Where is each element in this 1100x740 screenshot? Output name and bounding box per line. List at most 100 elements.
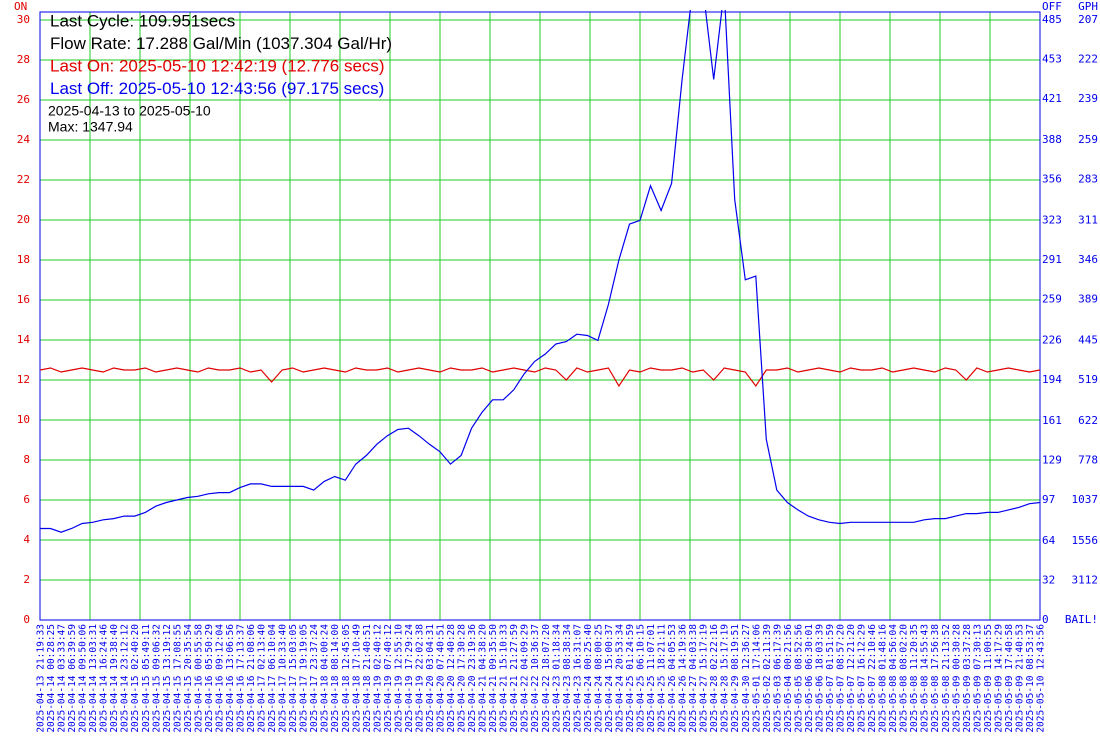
x-tick-label: 2025-04-24 08:00:25 xyxy=(593,624,604,733)
plot-lines xyxy=(40,10,1040,533)
x-tick-label: 2025-04-17 10:33:40 xyxy=(278,624,289,733)
x-tick-label: 2025-04-19 17:29:24 xyxy=(404,624,415,733)
y3-tick-label: 622 xyxy=(1078,414,1098,427)
x-tick-label: 2025-04-17 06:10:04 xyxy=(267,624,278,733)
y2-tick-label: 0 xyxy=(1042,613,1049,626)
x-tick-label: 2025-05-09 11:00:55 xyxy=(983,624,994,733)
x-tick-label: 2025-04-15 09:06:32 xyxy=(151,624,162,733)
x-tick-label: 2025-04-21 09:35:50 xyxy=(488,624,499,733)
x-tick-label: 2025-04-14 09:50:06 xyxy=(78,624,89,733)
x-tick-label: 2025-05-05 08:52:56 xyxy=(793,624,804,733)
annotation: Flow Rate: 17.288 Gal/Min (1037.304 Gal/… xyxy=(50,34,392,53)
y3-tick-label: 1037 xyxy=(1072,493,1099,506)
x-tick-label: 2025-05-09 03:37:28 xyxy=(962,624,973,733)
x-tick-label: 2025-04-17 02:13:40 xyxy=(257,624,268,733)
y-tick-label: 16 xyxy=(17,293,30,306)
x-tick-label: 2025-05-10 12:43:56 xyxy=(1036,624,1047,733)
y2-tick-label: 291 xyxy=(1042,253,1062,266)
y-tick-label: 14 xyxy=(17,333,31,346)
y2-tick-label: 32 xyxy=(1042,573,1055,586)
y3-tick-label: 311 xyxy=(1078,213,1098,226)
x-tick-label: 2025-04-27 04:03:38 xyxy=(688,624,699,733)
plot-frame xyxy=(39,11,1041,621)
x-tick-label: 2025-05-07 01:51:59 xyxy=(825,624,836,733)
x-tick-label: 2025-04-18 04:00:24 xyxy=(320,624,331,733)
x-tick-label: 2025-05-09 00:30:28 xyxy=(951,624,962,733)
x-tick-label: 2025-04-19 12:55:10 xyxy=(393,624,404,733)
x-tick-label: 2025-04-16 05:50:29 xyxy=(204,624,215,733)
x-tick-label: 2025-04-26 14:19:36 xyxy=(678,624,689,733)
x-tick-label: 2025-04-23 16:31:07 xyxy=(572,624,583,733)
x-tick-label: 2025-04-14 23:12:12 xyxy=(120,624,131,733)
y-tick-label: 20 xyxy=(17,213,30,226)
y2-tick-label: 323 xyxy=(1042,213,1062,226)
annotation: Last On: 2025-05-10 12:42:19 (12.776 sec… xyxy=(50,56,385,75)
y2-tick-label: 356 xyxy=(1042,173,1062,186)
y-axis-label: ON xyxy=(14,0,27,13)
x-tick-label: 2025-04-24 15:00:37 xyxy=(604,624,615,733)
y3-tick-label: 445 xyxy=(1078,333,1098,346)
x-tick-label: 2025-05-06 06:30:01 xyxy=(804,624,815,733)
x-tick-label: 2025-04-24 00:25:40 xyxy=(583,624,594,733)
x-tick-label: 2025-04-18 21:40:51 xyxy=(362,624,373,733)
y-tick-label: 4 xyxy=(23,533,30,546)
x-tick-label: 2025-04-20 17:30:28 xyxy=(457,624,468,733)
annotation: Last Cycle: 109.951secs xyxy=(50,11,235,30)
x-tick-label: 2025-05-08 11:20:35 xyxy=(909,624,920,733)
x-tick-label: 2025-04-21 04:38:20 xyxy=(478,624,489,733)
max-value: Max: 1347.94 xyxy=(48,119,133,135)
x-tick-label: 2025-04-16 17:13:37 xyxy=(236,624,247,733)
series-line xyxy=(40,367,1040,388)
x-tick-label: 2025-04-21 15:10:33 xyxy=(499,624,510,733)
y-tick-label: 12 xyxy=(17,373,30,386)
y2-tick-label: 64 xyxy=(1042,534,1056,547)
x-tick-label: 2025-04-25 11:07:01 xyxy=(646,624,657,733)
x-tick-label: 2025-05-08 17:56:38 xyxy=(930,624,941,733)
x-tick-label: 2025-04-14 16:24:46 xyxy=(99,624,110,733)
x-tick-label: 2025-05-04 00:21:56 xyxy=(783,624,794,733)
y-tick-label: 26 xyxy=(17,93,30,106)
y3-tick-label: 239 xyxy=(1078,92,1098,105)
x-tick-label: 2025-04-24 20:53:34 xyxy=(614,624,625,733)
x-tick-label: 2025-04-20 03:04:31 xyxy=(425,624,436,733)
x-tick-label: 2025-05-08 04:56:04 xyxy=(888,624,899,733)
x-tick-label: 2025-04-20 07:40:51 xyxy=(436,624,447,733)
y3-tick-label: 1556 xyxy=(1072,534,1099,547)
x-tick-label: 2025-04-16 13:06:56 xyxy=(225,624,236,733)
x-tick-label: 2025-04-19 22:02:38 xyxy=(414,624,425,733)
x-tick-label: 2025-04-18 12:45:05 xyxy=(341,624,352,733)
x-tick-label: 2025-04-16 00:55:58 xyxy=(193,624,204,733)
y3-tick-label: 207 xyxy=(1078,13,1098,26)
y-tick-label: 18 xyxy=(17,253,30,266)
y2-tick-label: 485 xyxy=(1042,13,1062,26)
y3-tick-label: 389 xyxy=(1078,293,1098,306)
x-tick-label: 2025-04-14 03:33:47 xyxy=(57,624,68,733)
x-tick-label: 2025-04-14 00:28:25 xyxy=(46,624,57,733)
x-tick-label: 2025-04-15 02:40:20 xyxy=(130,624,141,733)
y2-tick-label: 226 xyxy=(1042,333,1062,346)
y2-tick-label: 161 xyxy=(1042,414,1062,427)
x-tick-label: 2025-05-03 06:17:39 xyxy=(772,624,783,733)
x-tick-label: 2025-04-15 05:49:11 xyxy=(141,624,152,733)
y-tick-label: 22 xyxy=(17,173,30,186)
x-tick-label: 2025-05-01 17:14:06 xyxy=(751,624,762,733)
y-tick-label: 2 xyxy=(23,573,30,586)
y2-tick-label: 388 xyxy=(1042,133,1062,146)
x-tick-label: 2025-04-16 09:12:04 xyxy=(214,624,225,733)
x-tick-label: 2025-04-28 15:17:19 xyxy=(720,624,731,733)
x-tick-label: 2025-05-08 08:02:20 xyxy=(899,624,910,733)
x-tick-label: 2025-05-07 08:57:20 xyxy=(836,624,847,733)
x-tick-label: 2025-04-26 04:05:53 xyxy=(667,624,678,733)
y3-tick-label: 3112 xyxy=(1072,573,1099,586)
x-tick-label: 2025-04-18 17:10:49 xyxy=(351,624,362,733)
y-tick-label: 0 xyxy=(23,613,30,626)
x-tick-label: 2025-04-28 02:22:16 xyxy=(709,624,720,733)
x-tick-label: 2025-04-23 01:18:34 xyxy=(551,624,562,733)
x-tick-label: 2025-04-23 08:38:34 xyxy=(562,624,573,733)
y2-tick-label: 453 xyxy=(1042,53,1062,66)
x-tick-label: 2025-04-22 18:07:20 xyxy=(541,624,552,733)
x-tick-label: 2025-04-25 01:24:59 xyxy=(625,624,636,733)
y3-tick-label: 222 xyxy=(1078,53,1098,66)
